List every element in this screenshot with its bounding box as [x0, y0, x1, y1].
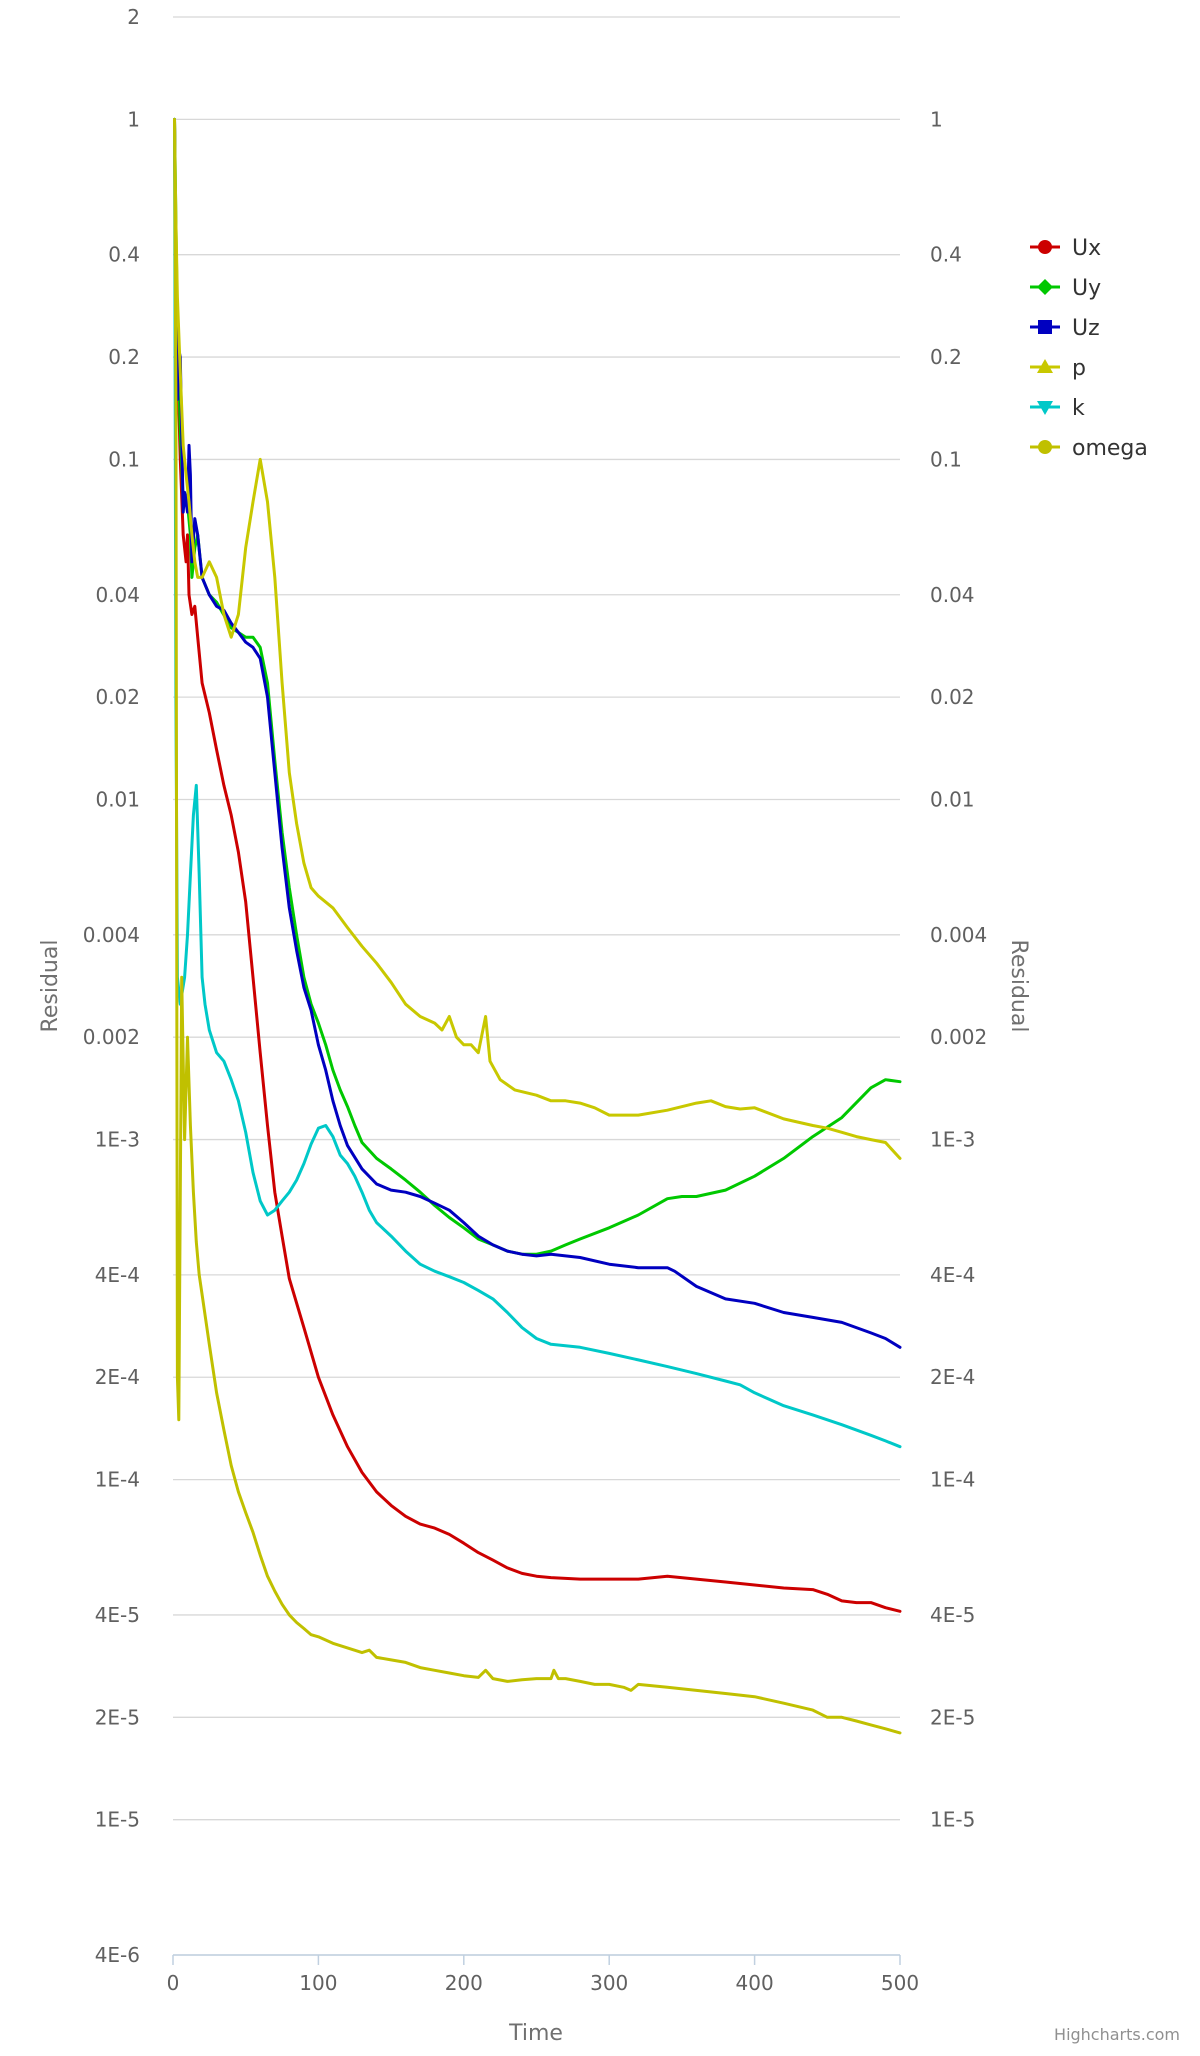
y-tick-label-left: 1E-5 [95, 1808, 140, 1832]
y-axis-title-right: Residual [1006, 940, 1031, 1033]
x-tick-label: 100 [299, 1971, 337, 1995]
x-tick-label: 400 [736, 1971, 774, 1995]
y-tick-label-right: 0.004 [930, 923, 987, 947]
legend-marker-triangle-down [1037, 401, 1053, 415]
y-axis-title-left: Residual [38, 940, 63, 1033]
x-tick-label: 0 [167, 1971, 180, 1995]
series-lines [173, 117, 902, 1735]
legend-marker-circle [1038, 240, 1052, 254]
credits-link[interactable]: Highcharts.com [1054, 2025, 1180, 2044]
grid-lines [173, 16, 900, 1956]
y-tick-label-right: 2E-5 [930, 1705, 975, 1729]
y-tick-label-left: 1E-3 [95, 1128, 140, 1152]
legend-label: Uz [1072, 316, 1100, 341]
y-tick-label-left: 4E-5 [95, 1603, 140, 1627]
legend-item-k[interactable]: k [1030, 396, 1085, 421]
x-tick-label: 200 [445, 1971, 483, 1995]
legend-label: Ux [1072, 236, 1101, 261]
series-line-k[interactable] [173, 117, 902, 1449]
legend-marker-triangle [1037, 359, 1053, 373]
series-line-omega[interactable] [173, 117, 902, 1735]
y-tick-label-right: 4E-4 [930, 1263, 975, 1287]
y-tick-label-right: 1 [930, 107, 943, 131]
y-tick-label-right: 2E-4 [930, 1365, 975, 1389]
y-tick-label-left: 2 [127, 5, 140, 29]
y-tick-label-right: 0.4 [930, 243, 962, 267]
y-tick-label-right: 0.04 [930, 583, 975, 607]
y-tick-label-left: 0.2 [108, 345, 140, 369]
series-line-Ux[interactable] [173, 117, 902, 1613]
y-tick-label-right: 1E-5 [930, 1808, 975, 1832]
legend-label: Uy [1072, 276, 1101, 301]
legend-item-Ux[interactable]: Ux [1030, 236, 1101, 261]
x-tick-label: 300 [590, 1971, 628, 1995]
y-axis-right-ticks: 1 0.4 0.2 0.1 0.04 0.02 0.01 0.004 0.002 1E-3 4E-4… [930, 107, 987, 1831]
x-axis-ticks: 0 100 200 300 400 500 [167, 1955, 919, 1995]
legend-label: omega [1072, 436, 1148, 461]
y-tick-label-left: 0.004 [83, 923, 140, 947]
legend: Ux Uy Uz pk omega [1030, 236, 1148, 461]
y-tick-label-left: 1E-4 [95, 1468, 140, 1492]
y-tick-label-left: 0.02 [95, 685, 140, 709]
legend-item-p[interactable]: p [1030, 356, 1086, 381]
legend-label: p [1072, 356, 1086, 381]
y-tick-label-right: 4E-5 [930, 1603, 975, 1627]
y-tick-label-right: 0.002 [930, 1025, 987, 1049]
series-line-Uz[interactable] [173, 117, 902, 1349]
y-tick-label-right: 1E-4 [930, 1468, 975, 1492]
legend-marker-square [1038, 320, 1052, 334]
y-tick-label-right: 0.02 [930, 685, 975, 709]
legend-label: k [1072, 396, 1085, 421]
y-tick-label-right: 0.2 [930, 345, 962, 369]
series-line-p[interactable] [173, 117, 902, 1160]
y-tick-label-left: 4E-6 [95, 1943, 140, 1967]
y-tick-label-left: 1 [127, 107, 140, 131]
y-tick-label-left: 2E-4 [95, 1365, 140, 1389]
y-axis-left-ticks: 2 1 0.4 0.2 0.1 0.04 0.02 0.01 0.004 0.002 1E-3 4E-… [83, 5, 140, 1967]
y-tick-label-left: 0.002 [83, 1025, 140, 1049]
y-tick-label-left: 2E-5 [95, 1705, 140, 1729]
y-tick-label-right: 1E-3 [930, 1128, 975, 1152]
y-tick-label-left: 0.4 [108, 243, 140, 267]
x-tick-label: 500 [881, 1971, 919, 1995]
legend-item-omega[interactable]: omega [1030, 436, 1148, 461]
y-tick-label-left: 0.01 [95, 787, 140, 811]
legend-item-Uz[interactable]: Uz [1030, 316, 1100, 341]
y-tick-label-left: 4E-4 [95, 1263, 140, 1287]
y-tick-label-left: 0.04 [95, 583, 140, 607]
y-tick-label-right: 0.01 [930, 787, 975, 811]
legend-marker-circle [1038, 440, 1052, 454]
legend-marker-diamond [1037, 279, 1053, 295]
x-axis-title: Time [508, 2021, 563, 2046]
y-tick-label-right: 0.1 [930, 447, 962, 471]
legend-item-Uy[interactable]: Uy [1030, 276, 1101, 301]
y-tick-label-left: 0.1 [108, 447, 140, 471]
